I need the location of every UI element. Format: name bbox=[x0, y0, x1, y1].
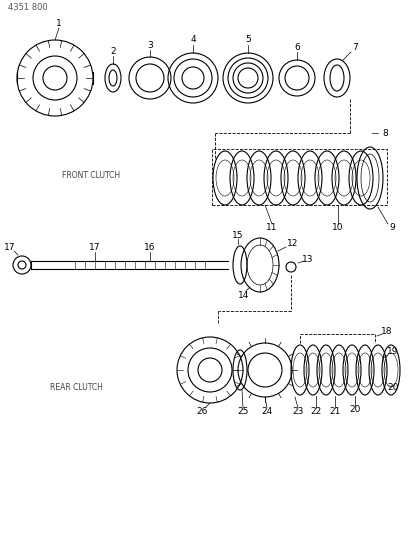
Text: 20: 20 bbox=[349, 406, 361, 415]
Text: 20: 20 bbox=[387, 384, 399, 392]
Text: 2: 2 bbox=[110, 46, 116, 55]
Text: 4: 4 bbox=[190, 36, 196, 44]
Text: 10: 10 bbox=[332, 222, 344, 231]
Text: 17: 17 bbox=[4, 243, 16, 252]
Text: 18: 18 bbox=[381, 327, 393, 336]
Text: 12: 12 bbox=[287, 238, 299, 247]
Text: 7: 7 bbox=[352, 44, 358, 52]
Text: 23: 23 bbox=[292, 408, 304, 416]
Text: 19: 19 bbox=[387, 348, 399, 357]
Text: 16: 16 bbox=[144, 244, 156, 253]
Text: 1: 1 bbox=[56, 19, 62, 28]
Text: REAR CLUTCH: REAR CLUTCH bbox=[50, 384, 103, 392]
Text: FRONT CLUTCH: FRONT CLUTCH bbox=[62, 171, 120, 180]
Text: 25: 25 bbox=[237, 408, 249, 416]
Text: 11: 11 bbox=[266, 222, 278, 231]
Text: 9: 9 bbox=[389, 222, 395, 231]
Text: 6: 6 bbox=[294, 43, 300, 52]
Text: 15: 15 bbox=[232, 230, 244, 239]
Text: 24: 24 bbox=[262, 408, 273, 416]
Text: 26: 26 bbox=[196, 408, 208, 416]
Text: 3: 3 bbox=[147, 41, 153, 50]
Bar bbox=[212, 149, 387, 205]
Text: 5: 5 bbox=[245, 36, 251, 44]
Text: 13: 13 bbox=[302, 254, 314, 263]
Text: 17: 17 bbox=[89, 244, 101, 253]
Text: 21: 21 bbox=[329, 408, 341, 416]
Text: 22: 22 bbox=[310, 408, 322, 416]
Text: 8: 8 bbox=[382, 128, 388, 138]
Text: 14: 14 bbox=[238, 290, 250, 300]
Text: 4351 800: 4351 800 bbox=[8, 3, 48, 12]
